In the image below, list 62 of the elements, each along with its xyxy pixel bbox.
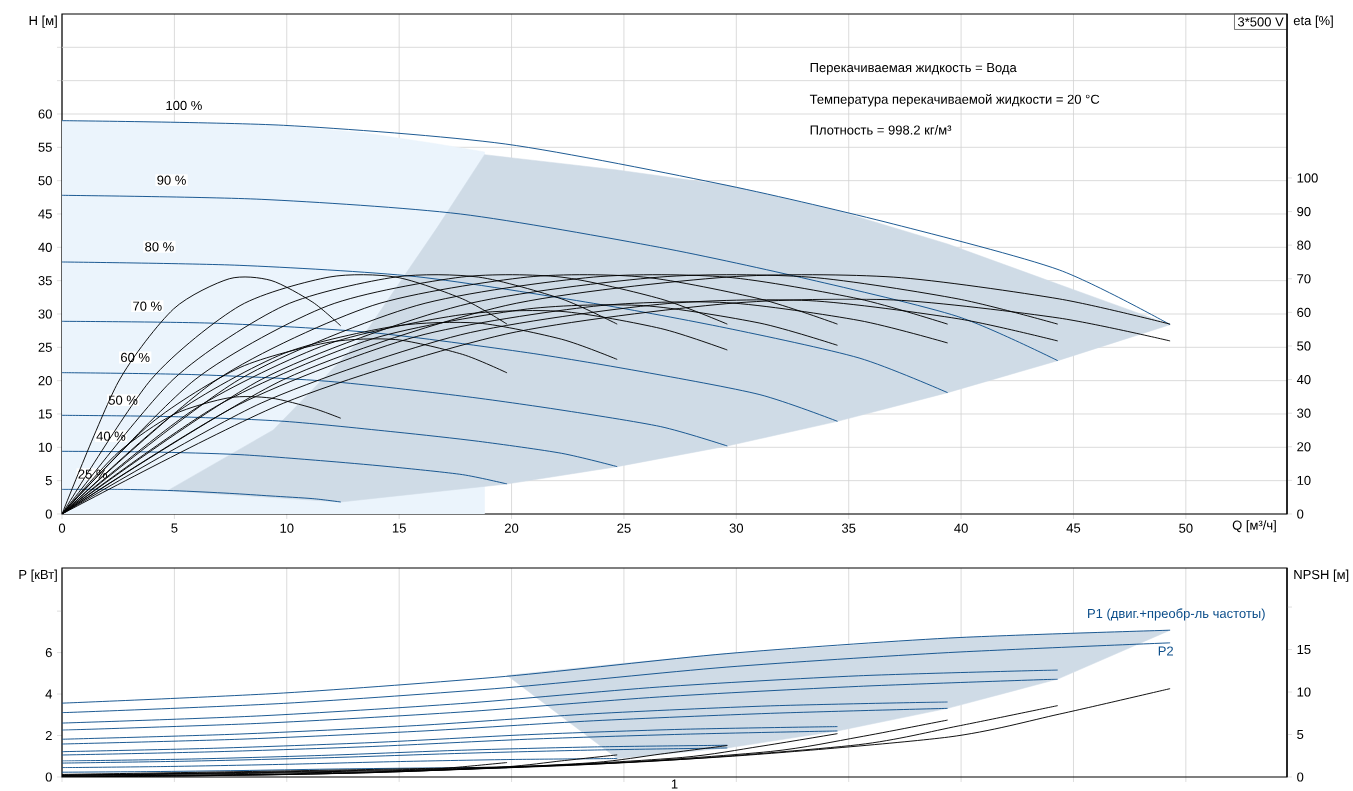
y-tick-label: 0 [45,772,52,782]
series-label: 100 % [166,100,202,111]
y2-tick-label: 90 [1297,206,1311,217]
y2-tick-label: 80 [1297,240,1311,250]
x-tick-label: 0 [58,523,66,533]
y2-tick-label: 30 [1297,408,1311,418]
series-label: P2 [1158,646,1173,656]
annotation: Температура перекачиваемой жидкости = 20 °C [809,94,1100,107]
y-tick-label: 45 [38,209,52,219]
y-tick-label: 4 [45,689,53,699]
x-tick-label: 50 [1179,523,1193,533]
x-tick-label: 10 [280,523,294,533]
x-tick-label: 40 [954,523,968,533]
y-tick-label: 10 [38,442,52,452]
y-tick-label: 5 [45,476,52,486]
y2-tick-label: 15 [1297,645,1311,655]
series-label: 80 % [145,242,174,252]
series-label: 40 % [96,431,126,441]
y2-tick-label: 5 [1297,729,1304,740]
series-label: 60 % [121,352,150,363]
y-axis-title: H [м] [29,15,57,28]
y-tick-label: 15 [38,409,52,419]
x-tick-label: 25 [617,523,631,533]
y2-axis-title: eta [%] [1293,15,1333,28]
y2-tick-label: 10 [1297,687,1311,697]
y-tick-label: 6 [45,647,52,658]
y-tick-label: 2 [45,730,52,741]
y2-tick-label: 50 [1297,341,1311,351]
y2-tick-label: 0 [1297,509,1304,519]
y2-tick-label: 70 [1297,274,1311,284]
y-tick-label: 35 [38,276,52,286]
y-tick-label: 0 [45,509,52,519]
annotation: Перекачиваемая жидкость = Вода [810,63,1017,75]
y2-tick-label: 0 [1297,772,1304,782]
y-axis-title: P [кВт] [19,569,57,582]
x-tick-label: 35 [841,523,856,533]
series-label: 90 % [157,175,186,185]
y-tick-label: 20 [38,376,52,386]
series-label: 70 % [133,301,162,311]
x-tick-label: 15 [392,523,406,533]
y2-tick-label: 100 [1297,173,1318,183]
y2-tick-label: 20 [1297,442,1311,452]
y-tick-label: 30 [38,309,52,319]
y2-axis-title: NPSH [м] [1294,569,1349,582]
y2-tick-label: 60 [1297,307,1311,317]
annotation: 3*500 V [1237,17,1284,27]
y-tick-label: 50 [38,176,52,186]
x-tick-label: 5 [171,523,178,533]
y-tick-label: 40 [38,242,52,252]
x-tick-label: 45 [1066,523,1081,533]
x-tick-label: 30 [729,523,744,533]
annotation: Плотность = 998.2 кг/м³ [810,125,952,135]
y-tick-label: 25 [38,342,52,352]
text: 1 [671,779,678,789]
x-axis-title: Q [м³/ч] [1232,520,1276,533]
series-label: P1 (двиг.+преобр-ль частоты) [1088,608,1265,621]
y2-tick-label: 10 [1297,475,1311,485]
y-tick-label: 60 [38,109,52,119]
y-tick-label: 55 [38,142,52,152]
y2-tick-label: 40 [1296,374,1311,385]
series-label: 50 % [108,395,138,405]
x-tick-label: 20 [504,523,519,533]
